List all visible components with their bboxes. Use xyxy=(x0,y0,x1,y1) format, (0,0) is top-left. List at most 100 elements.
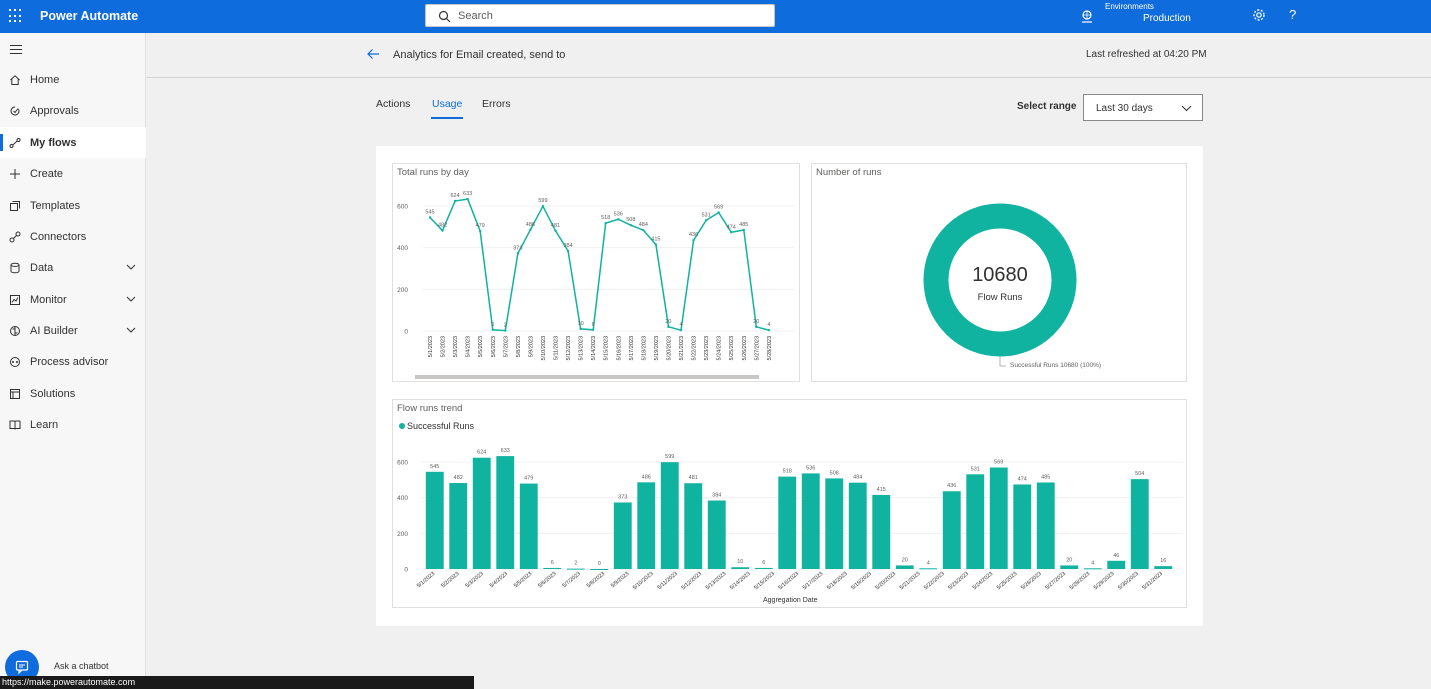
help-icon[interactable]: ? xyxy=(1289,7,1297,22)
donut-chart xyxy=(923,203,1077,367)
data-label: 373 xyxy=(618,494,627,500)
data-point xyxy=(730,231,733,234)
bar[interactable] xyxy=(825,478,844,569)
bar[interactable] xyxy=(660,462,679,569)
sidebar-item-data[interactable]: Data xyxy=(0,252,146,283)
bar[interactable] xyxy=(872,494,891,569)
sidebar-item-templates[interactable]: Templates xyxy=(0,190,146,221)
sidebar-item-label: Monitor xyxy=(30,293,67,306)
x-tick-label: 5/18/2023 xyxy=(641,336,647,360)
total-runs-by-day-panel: Total runs by day 0 200 400 600 545 482 624 633… xyxy=(392,163,800,382)
bar[interactable] xyxy=(1036,482,1055,569)
sidebar-item-connectors[interactable]: Connectors xyxy=(0,221,146,252)
sidebar-item-learn[interactable]: Learn xyxy=(0,409,146,440)
data-icon xyxy=(10,262,20,273)
sidebar-item-label: Data xyxy=(30,261,54,274)
data-point xyxy=(566,249,570,253)
data-point xyxy=(679,328,683,332)
sidebar-item-create[interactable]: Create xyxy=(0,158,146,189)
flow-runs-trend-panel: Flow runs trend Successful Runs 0 200 400 6… xyxy=(392,399,1187,608)
app-launcher-icon[interactable] xyxy=(9,9,23,23)
bar[interactable] xyxy=(1154,566,1173,569)
sidebar-item-label: Approvals xyxy=(30,104,79,117)
chevron-down-icon[interactable] xyxy=(126,325,136,335)
bar[interactable] xyxy=(1060,565,1079,569)
bar[interactable] xyxy=(707,500,726,569)
approvals-icon xyxy=(10,106,20,115)
bar[interactable] xyxy=(1130,479,1149,569)
bar[interactable] xyxy=(566,568,585,570)
monitor-icon xyxy=(10,294,20,305)
chat-icon xyxy=(15,660,29,674)
bar[interactable] xyxy=(684,483,703,569)
data-label: 20 xyxy=(753,319,759,325)
bar[interactable] xyxy=(731,567,750,569)
data-label: 508 xyxy=(830,470,839,476)
last-refreshed: Last refreshed at 04:20 PM xyxy=(1086,49,1207,60)
bar[interactable] xyxy=(425,471,444,569)
hamburger-menu-icon[interactable] xyxy=(10,45,22,57)
data-label: 624 xyxy=(477,450,486,456)
sidebar-item-my-flows[interactable]: My flows xyxy=(0,127,146,158)
sidebar-item-home[interactable]: Home xyxy=(0,64,146,95)
range-dropdown[interactable]: Last 30 days xyxy=(1083,94,1203,121)
data-label: 485 xyxy=(739,222,748,228)
donut-center-label: Flow Runs xyxy=(977,292,1023,303)
chatbot-label[interactable]: Ask a chatbot xyxy=(54,661,109,671)
sidebar-item-approvals[interactable]: Approvals xyxy=(0,95,146,126)
bar[interactable] xyxy=(590,569,609,570)
x-tick-label: 5/1/2023 xyxy=(416,571,436,589)
data-label: 545 xyxy=(430,464,439,470)
legend-label[interactable]: Successful Runs xyxy=(407,421,475,431)
data-point xyxy=(441,229,444,232)
data-point xyxy=(466,197,469,201)
bar[interactable] xyxy=(519,483,538,569)
bar[interactable] xyxy=(496,456,515,569)
templates-icon xyxy=(10,200,20,211)
x-tick-label: 5/12/2023 xyxy=(681,571,704,591)
bar[interactable] xyxy=(1107,560,1126,569)
x-tick-label: 5/19/2023 xyxy=(654,336,660,360)
bar[interactable] xyxy=(1083,568,1102,570)
tab-actions[interactable]: Actions xyxy=(376,98,411,110)
bar[interactable] xyxy=(472,457,491,569)
settings-gear-icon[interactable] xyxy=(1252,8,1266,22)
sidebar-item-monitor[interactable]: Monitor xyxy=(0,284,146,315)
bar[interactable] xyxy=(637,482,656,569)
bar[interactable] xyxy=(801,473,820,569)
bar[interactable] xyxy=(848,482,867,569)
bar[interactable] xyxy=(754,567,773,569)
x-tick-label: 5/2/2023 xyxy=(440,571,460,589)
search-input[interactable]: Search xyxy=(425,4,775,27)
tab-errors[interactable]: Errors xyxy=(482,98,511,110)
chevron-down-icon[interactable] xyxy=(126,262,136,272)
sidebar-item-solutions[interactable]: Solutions xyxy=(0,378,146,409)
environment-name[interactable]: Production xyxy=(1143,13,1191,24)
sidebar-item-ai-builder[interactable]: AI Builder xyxy=(0,315,146,346)
data-point xyxy=(742,228,745,232)
chevron-down-icon[interactable] xyxy=(126,294,136,304)
data-point xyxy=(428,216,432,219)
bar[interactable] xyxy=(613,502,632,569)
bar[interactable] xyxy=(989,467,1008,569)
bar[interactable] xyxy=(942,491,961,569)
sidebar-item-process-advisor[interactable]: Process advisor xyxy=(0,346,146,377)
bar[interactable] xyxy=(449,483,468,569)
bar[interactable] xyxy=(778,476,797,569)
bar[interactable] xyxy=(919,568,938,570)
data-label: 479 xyxy=(476,223,485,229)
back-arrow-icon[interactable] xyxy=(366,47,380,61)
tab-usage[interactable]: Usage xyxy=(432,98,463,110)
x-tick-label: 5/20/2023 xyxy=(875,571,898,591)
app-name[interactable]: Power Automate xyxy=(40,9,139,23)
bar[interactable] xyxy=(966,474,985,569)
x-tick-label: 5/9/2023 xyxy=(610,571,630,589)
environment-icon[interactable] xyxy=(1080,9,1094,23)
bar[interactable] xyxy=(1013,484,1032,569)
bar[interactable] xyxy=(543,567,562,569)
donut-slice-successful-runs[interactable] xyxy=(923,203,1077,357)
x-tick-label: 5/10/2023 xyxy=(541,336,547,360)
data-label: 474 xyxy=(1018,476,1027,482)
bar[interactable] xyxy=(895,565,914,569)
environment-label: Environments xyxy=(1105,2,1154,11)
